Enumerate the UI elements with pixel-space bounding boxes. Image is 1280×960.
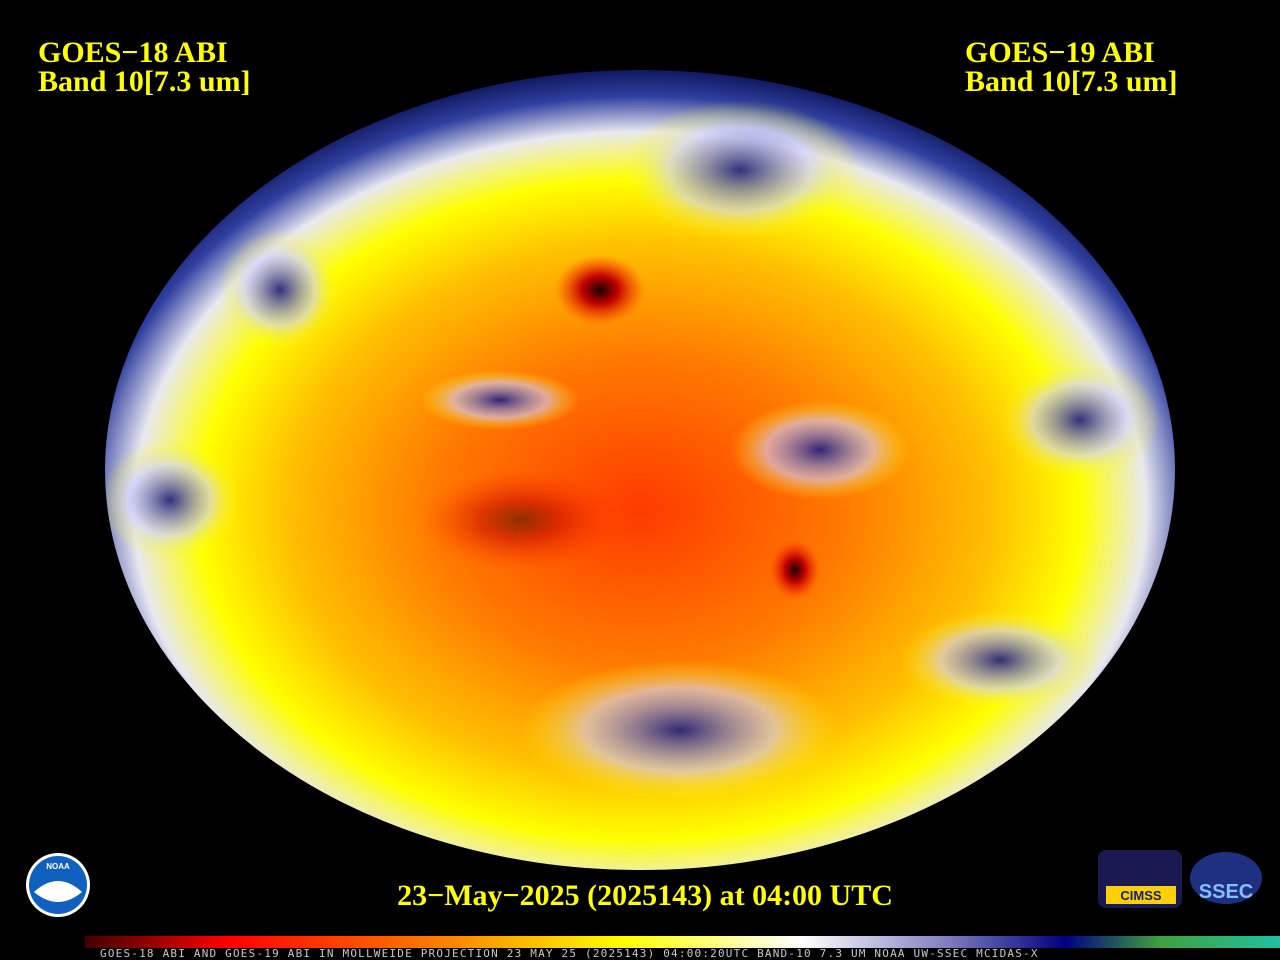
timestamp: 23−May−2025 (2025143) at 04:00 UTC (397, 879, 893, 912)
noaa-logo-text: NOAA (46, 862, 70, 871)
cloud-features (105, 100, 1160, 800)
right-title: GOES−19 ABI (965, 36, 1155, 69)
noaa-logo-bird (34, 881, 82, 902)
color-bar-caption: GOES-18 ABI AND GOES-19 ABI IN MOLLWEIDE… (100, 947, 1039, 960)
cimss-logo-text: CIMSS (1120, 888, 1162, 903)
ssec-logo-text: SSEC (1199, 881, 1253, 903)
right-subtitle: Band 10[7.3 um] (965, 65, 1178, 98)
left-title: GOES−18 ABI (38, 36, 228, 69)
ssec-logo (1190, 852, 1262, 904)
color-bar (85, 936, 1280, 948)
left-subtitle: Band 10[7.3 um] (38, 65, 251, 98)
cimss-logo-band (1106, 886, 1176, 904)
